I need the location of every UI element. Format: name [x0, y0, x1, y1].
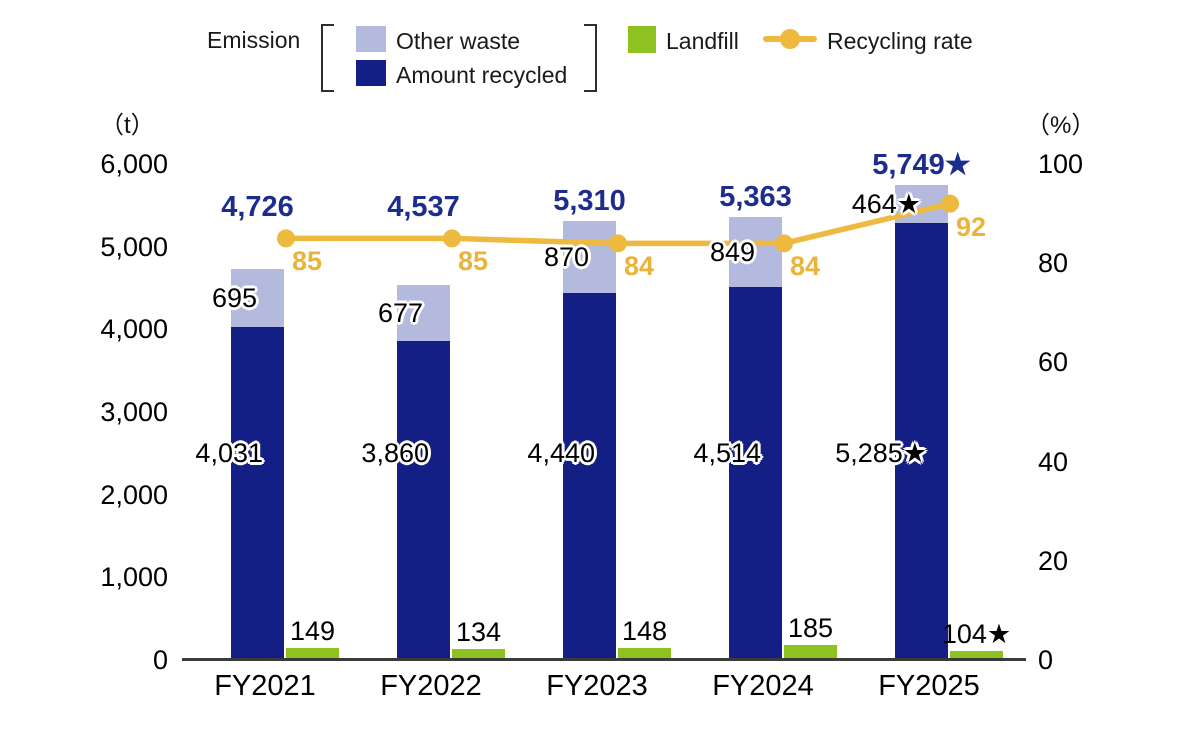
x-axis-label-FY2022: FY2022 [380, 670, 482, 702]
legend-bracket-right [584, 24, 597, 92]
other-waste-label-FY2025: 464★ [851, 188, 921, 219]
recycling-rate-label-FY2021: 85 [292, 246, 323, 277]
amount-recycled-label-FY2024: 4,514 [693, 438, 761, 468]
x-axis-line [182, 658, 1026, 661]
bar-landfill-FY2023 [618, 647, 671, 660]
bar-landfill-FY2021 [286, 647, 339, 660]
amount-recycled-label-FY2023: 4,440 [527, 438, 595, 468]
landfill-label-FY2023: 148 [621, 615, 668, 646]
bar-landfill-FY2022 [452, 648, 505, 660]
right-axis-tick: 60 [1038, 347, 1069, 378]
bar-landfill-FY2025 [950, 651, 1003, 660]
emission-total-label-FY2021: 4,726 [221, 191, 294, 224]
landfill-label-FY2021: 149 [289, 615, 336, 646]
legend-landfill-label: Landfill [666, 28, 739, 54]
right-axis-tick: 80 [1038, 248, 1069, 279]
right-axis-tick: 0 [1038, 645, 1054, 675]
legend-bracket-left [321, 24, 334, 92]
right-axis-unit: （%） [1026, 112, 1096, 139]
bar-amount-recycled-FY2025 [895, 223, 948, 660]
other-waste-swatch-icon [356, 26, 386, 52]
emission-total-label-FY2023: 5,310 [553, 185, 626, 218]
recycling-rate-label-FY2025: 92 [956, 211, 987, 242]
left-axis-unit: （t） [100, 112, 155, 139]
amount-recycled-label-FY2025: 5,285★ [835, 438, 927, 468]
legend-other-waste-label: Other waste [396, 28, 520, 54]
recycling-rate-point-FY2023 [609, 234, 627, 253]
landfill-swatch-icon [628, 26, 656, 53]
recycling-rate-label-FY2023: 84 [624, 251, 655, 282]
x-axis-label-FY2021: FY2021 [214, 670, 316, 702]
amount-recycled-label-FY2021: 4,031 [195, 438, 263, 468]
amount-recycled-label-FY2022: 3,860 [361, 438, 429, 468]
left-axis-tick: 4,000 [100, 314, 168, 345]
recycling-rate-label-FY2024: 84 [790, 251, 821, 282]
left-axis-tick: 0 [152, 645, 168, 675]
landfill-label-FY2024: 185 [787, 612, 834, 643]
other-waste-label-FY2023: 870 [543, 242, 589, 272]
emission-total-label-FY2025: 5,749★ [872, 148, 971, 181]
other-waste-label-FY2024: 849 [709, 236, 755, 267]
other-waste-label-FY2021: 695 [211, 283, 257, 314]
landfill-label-FY2025: 104★ [941, 619, 1012, 650]
other-waste-label-FY2022: 677 [377, 297, 423, 328]
bar-landfill-FY2024 [784, 644, 837, 660]
legend-recycling-rate-label: Recycling rate [827, 28, 973, 54]
right-axis-tick: 40 [1038, 446, 1069, 477]
left-axis-tick: 1,000 [100, 562, 168, 593]
recycling-rate-marker-icon [780, 29, 800, 49]
left-axis-tick: 5,000 [100, 231, 168, 262]
amount-recycled-swatch-icon [356, 60, 386, 86]
left-axis-tick: 6,000 [100, 149, 168, 179]
legend-emission-label: Emission [207, 27, 301, 53]
bar-amount-recycled-FY2023 [563, 292, 616, 660]
emission-total-label-FY2022: 4,537 [387, 191, 460, 224]
right-axis-tick: 20 [1038, 545, 1069, 576]
recycling-rate-point-FY2022 [443, 229, 461, 248]
right-axis-tick: 100 [1038, 149, 1084, 179]
bar-amount-recycled-FY2021 [231, 326, 284, 660]
left-axis-tick: 2,000 [100, 479, 168, 510]
bar-amount-recycled-FY2022 [397, 340, 450, 660]
legend-amount-recycled-label: Amount recycled [396, 62, 568, 88]
recycling-rate-point-FY2025 [941, 194, 959, 213]
x-axis-label-FY2023: FY2023 [546, 670, 648, 702]
emission-total-label-FY2024: 5,363 [719, 180, 792, 213]
landfill-label-FY2022: 134 [455, 616, 502, 647]
recycling-rate-point-FY2024 [775, 234, 793, 253]
recycling-rate-label-FY2022: 85 [458, 246, 489, 277]
recycling-rate-point-FY2021 [277, 229, 295, 248]
x-axis-label-FY2024: FY2024 [712, 670, 814, 702]
left-axis-tick: 3,000 [100, 397, 168, 427]
x-axis-label-FY2025: FY2025 [878, 670, 980, 702]
bar-amount-recycled-FY2024 [729, 286, 782, 660]
